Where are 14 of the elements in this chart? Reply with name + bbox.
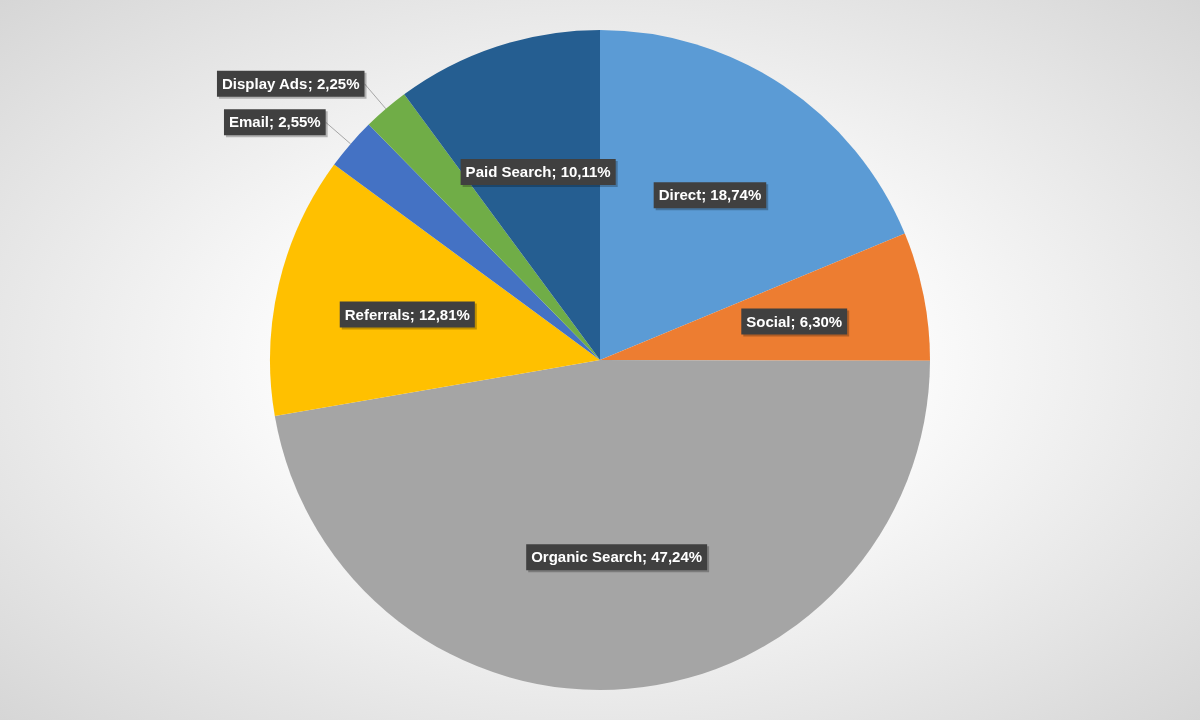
slice-label: Display Ads: [221, 74, 308, 92]
slice-label: Paid Search: [465, 163, 552, 181]
slice-label: Organic Search: [531, 548, 643, 566]
data-label: ; 6,30%: [790, 312, 843, 330]
slice-label: Referrals: [344, 305, 410, 323]
data-label: ; 2,55%: [268, 113, 321, 131]
data-label: ; 47,24%: [642, 548, 703, 566]
data-label: ; 2,25%: [307, 74, 360, 92]
data-label: ; 12,81%: [409, 305, 470, 323]
data-label: ; 18,74%: [701, 186, 762, 204]
slice-label: Email: [228, 113, 269, 131]
slice-label: Direct: [658, 186, 702, 204]
data-label: ; 10,11%: [551, 163, 611, 181]
slice-label: Social: [746, 312, 791, 330]
